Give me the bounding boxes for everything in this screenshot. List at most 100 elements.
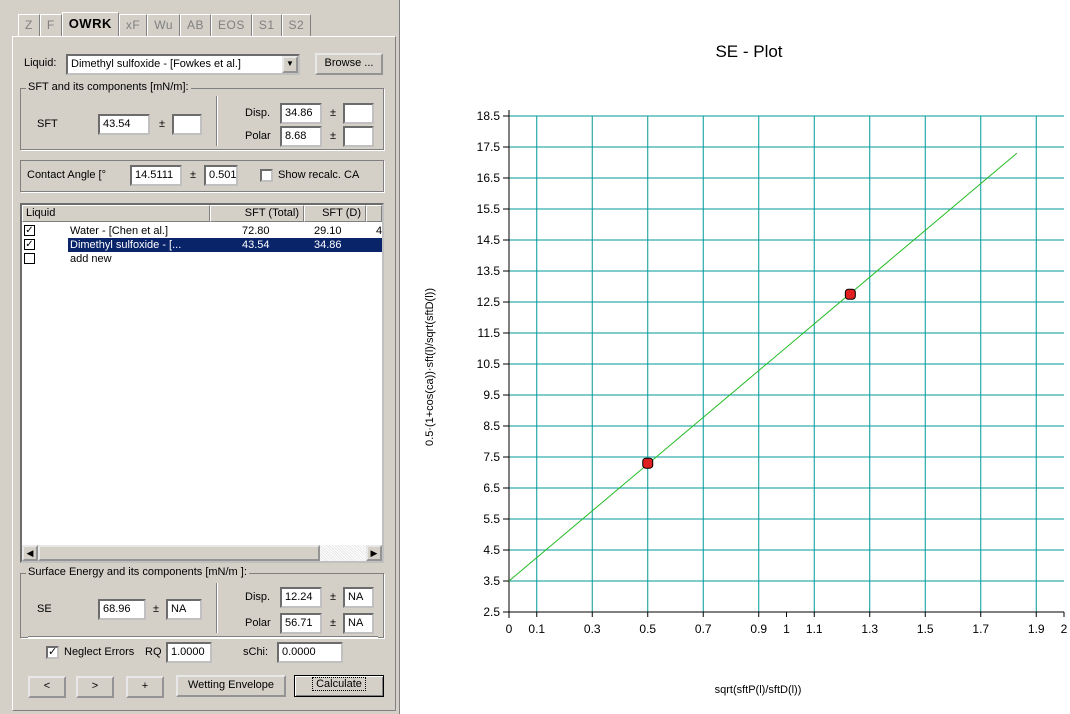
sft-label: SFT bbox=[37, 118, 58, 130]
se-disp-field[interactable]: 12.24 bbox=[280, 587, 322, 608]
tab-ab[interactable]: AB bbox=[180, 14, 212, 36]
se-label: SE bbox=[37, 603, 52, 615]
contact-angle-error-field[interactable]: 0.501 bbox=[204, 165, 238, 186]
previous-button[interactable]: < bbox=[28, 676, 66, 698]
x-tick-label: 1.9 bbox=[1028, 622, 1045, 636]
calculate-button[interactable]: Calculate bbox=[294, 675, 384, 697]
liquid-list[interactable]: Liquid SFT (Total) SFT (D) ✓ Water - [Che… bbox=[20, 203, 384, 563]
y-tick-label: 15.5 bbox=[477, 202, 501, 216]
y-tick-label: 9.5 bbox=[483, 388, 500, 402]
sft-divider bbox=[216, 96, 218, 146]
add-button[interactable]: + bbox=[126, 676, 164, 698]
list-item-sft-d: 29.10 bbox=[314, 225, 342, 237]
y-tick-label: 11.5 bbox=[478, 326, 501, 340]
sft-group: SFT and its components [mN/m]: bbox=[20, 81, 384, 150]
list-item[interactable]: ✓ Water - [Chen et al.] 72.80 29.10 4 bbox=[22, 224, 382, 238]
y-tick-label: 8.5 bbox=[483, 419, 500, 433]
se-field[interactable]: 68.96 bbox=[98, 599, 146, 620]
sft-group-title: SFT and its components [mN/m]: bbox=[26, 81, 191, 93]
liquid-label: Liquid: bbox=[24, 57, 57, 69]
y-tick-label: 18.5 bbox=[477, 109, 501, 123]
se-polar-error-field[interactable]: NA bbox=[343, 613, 374, 634]
list-item-name: Water - [Chen et al.] bbox=[70, 225, 169, 237]
tab-wu[interactable]: Wu bbox=[147, 14, 180, 36]
list-header-sft-total[interactable]: SFT (Total) bbox=[210, 205, 304, 222]
scroll-right-arrow-icon[interactable]: ▶ bbox=[366, 545, 382, 561]
sft-field[interactable]: 43.54 bbox=[98, 114, 150, 135]
calculate-button-label: Calculate bbox=[312, 677, 366, 691]
se-error-field[interactable]: NA bbox=[166, 599, 202, 620]
chart-tick-labels: 2.53.54.55.56.57.58.59.510.511.512.513.5… bbox=[477, 109, 1068, 636]
list-item-name: Dimethyl sulfoxide - [... bbox=[70, 239, 182, 251]
x-tick-label: 0.7 bbox=[695, 622, 712, 636]
y-tick-label: 4.5 bbox=[483, 543, 500, 557]
x-tick-label: 1.7 bbox=[972, 622, 989, 636]
y-tick-label: 2.5 bbox=[483, 605, 500, 619]
sft-error-field[interactable] bbox=[172, 114, 202, 135]
surface-energy-group-title: Surface Energy and its components [mN/m … bbox=[26, 566, 249, 578]
tab-xf[interactable]: xF bbox=[118, 14, 148, 36]
browse-button[interactable]: Browse ... bbox=[315, 53, 383, 75]
x-tick-label: 2 bbox=[1061, 622, 1068, 636]
schi-field[interactable]: 0.0000 bbox=[277, 642, 343, 663]
x-tick-label: 0.5 bbox=[639, 622, 656, 636]
neglect-errors-label: Neglect Errors bbox=[64, 646, 135, 658]
x-tick-label: 0.9 bbox=[750, 622, 767, 636]
contact-angle-field[interactable]: 14.5111 bbox=[130, 165, 182, 186]
liquid-select[interactable]: Dimethyl sulfoxide - [Fowkes et al.] ▼ bbox=[66, 54, 300, 75]
chart-series bbox=[508, 152, 1018, 582]
sft-polar-field[interactable]: 8.68 bbox=[280, 126, 322, 147]
se-divider bbox=[216, 583, 218, 633]
list-item-checkbox[interactable]: ✓ bbox=[24, 239, 35, 250]
list-item-checkbox[interactable]: ✓ bbox=[24, 225, 35, 236]
sft-disp-field[interactable]: 34.86 bbox=[280, 103, 322, 124]
list-horizontal-scrollbar[interactable]: ◀ ▶ bbox=[22, 545, 382, 561]
tab-owrk[interactable]: OWRK bbox=[61, 12, 119, 36]
se-plot: SE - Plot 2.53.54.55.56.57.58.59.510.511… bbox=[424, 42, 1068, 696]
sft-disp-pm: ± bbox=[330, 107, 337, 119]
owrk-panel: Z F OWRK xF Wu AB EOS S1 S2 Liquid: Dime… bbox=[0, 0, 400, 714]
se-polar-field[interactable]: 56.71 bbox=[280, 613, 322, 634]
y-tick-label: 6.5 bbox=[483, 481, 500, 495]
list-item[interactable]: ✓ Dimethyl sulfoxide - [... 43.54 34.86 bbox=[22, 238, 382, 252]
liquid-select-value: Dimethyl sulfoxide - [Fowkes et al.] bbox=[71, 58, 241, 70]
scroll-left-arrow-icon[interactable]: ◀ bbox=[22, 545, 38, 561]
tab-eos[interactable]: EOS bbox=[211, 14, 252, 36]
y-axis-label: 0.5·(1+cos(ca))·sft(l)/sqrt(sftD(l)) bbox=[424, 288, 436, 446]
neglect-errors-checkbox[interactable]: ✓ bbox=[46, 646, 59, 659]
scrollbar-thumb[interactable] bbox=[38, 545, 320, 561]
list-item-checkbox[interactable] bbox=[24, 253, 35, 264]
se-disp-pm: ± bbox=[330, 591, 337, 603]
wetting-envelope-button[interactable]: Wetting Envelope bbox=[176, 675, 286, 697]
show-recalc-ca-checkbox[interactable] bbox=[260, 169, 273, 182]
sft-disp-error-field[interactable] bbox=[343, 103, 374, 124]
list-header-sft-d[interactable]: SFT (D) bbox=[304, 205, 366, 222]
chart-axes bbox=[503, 110, 1065, 618]
tab-s2[interactable]: S2 bbox=[281, 14, 312, 36]
surface-energy-group: Surface Energy and its components [mN/m … bbox=[20, 566, 384, 638]
list-header-more[interactable] bbox=[366, 205, 382, 222]
rq-label: RQ bbox=[145, 646, 162, 658]
se-disp-error-field[interactable]: NA bbox=[343, 587, 374, 608]
list-item-extra: 4 bbox=[376, 225, 383, 237]
y-tick-label: 12.5 bbox=[477, 295, 501, 309]
sft-polar-label: Polar bbox=[245, 130, 271, 142]
list-header-liquid[interactable]: Liquid bbox=[22, 205, 210, 222]
x-tick-label: 1.5 bbox=[917, 622, 934, 636]
y-tick-label: 17.5 bbox=[477, 140, 501, 154]
tab-s1[interactable]: S1 bbox=[251, 14, 282, 36]
tab-f[interactable]: F bbox=[39, 14, 62, 36]
x-tick-label: 0.3 bbox=[584, 622, 601, 636]
x-tick-label: 0 bbox=[506, 622, 513, 636]
list-item[interactable]: add new bbox=[22, 252, 382, 266]
tab-z[interactable]: Z bbox=[18, 14, 40, 36]
x-tick-label: 1.1 bbox=[806, 622, 823, 636]
y-tick-label: 16.5 bbox=[477, 171, 501, 185]
data-point bbox=[642, 457, 654, 469]
chart-title: SE - Plot bbox=[715, 42, 782, 61]
y-tick-label: 10.5 bbox=[477, 357, 501, 371]
rq-field[interactable]: 1.0000 bbox=[166, 642, 212, 663]
sft-polar-error-field[interactable] bbox=[343, 126, 374, 147]
chevron-down-icon[interactable]: ▼ bbox=[282, 56, 298, 73]
next-button[interactable]: > bbox=[76, 676, 114, 698]
